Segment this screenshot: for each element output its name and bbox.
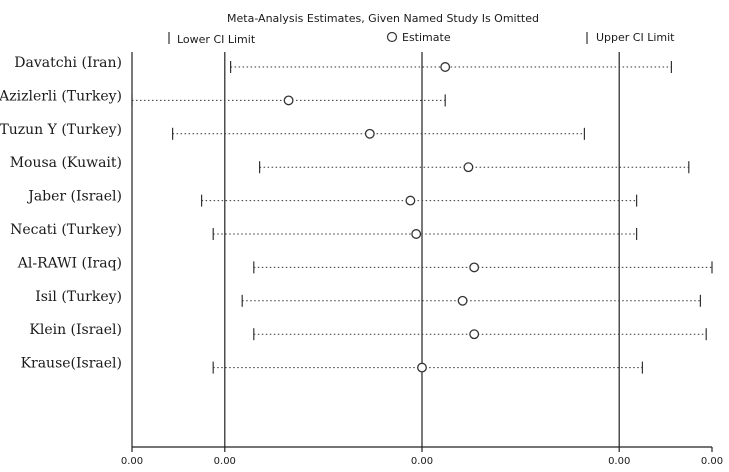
x-tick-label: 0.00 xyxy=(214,456,236,467)
study-label: Azizlerli (Turkey) xyxy=(0,88,122,104)
legend-estimate-label: Estimate xyxy=(402,31,451,44)
estimate-marker xyxy=(463,162,474,173)
study-label: Klein (Israel) xyxy=(29,322,122,338)
study-label: Necati (Turkey) xyxy=(10,222,122,238)
study-row: Tuzun Y (Turkey) xyxy=(0,122,586,140)
study-row: Isil (Turkey) xyxy=(35,289,702,307)
chart-title: Meta-Analysis Estimates, Given Named Stu… xyxy=(227,12,539,25)
study-label: Mousa (Kuwait) xyxy=(10,155,122,171)
study-label: Davatchi (Iran) xyxy=(14,55,122,71)
estimate-marker xyxy=(364,128,375,139)
study-row: Mousa (Kuwait) xyxy=(10,155,690,174)
estimate-marker xyxy=(440,62,451,72)
study-row: Necati (Turkey) xyxy=(10,222,638,240)
reference-lines xyxy=(131,52,620,447)
study-label: Isil (Turkey) xyxy=(35,289,122,305)
study-row: Azizlerli (Turkey) xyxy=(0,88,446,107)
estimate-marker xyxy=(405,195,416,206)
legend-lower-label: Lower CI Limit xyxy=(177,33,256,46)
study-rows: Davatchi (Iran) Azizlerli (Turkey) Tuzun Y… xyxy=(0,55,713,374)
study-label: Tuzun Y (Turkey) xyxy=(0,122,122,138)
estimate-marker xyxy=(469,329,480,340)
legend-upper-label: Upper CI Limit xyxy=(596,31,675,44)
study-row: Al-RAWI (Iraq) xyxy=(17,255,713,274)
estimate-marker xyxy=(469,262,480,273)
x-tick-label: 0.00 xyxy=(701,456,723,467)
x-tick-label: 0.00 xyxy=(121,456,143,467)
x-tick-label: 0.00 xyxy=(411,456,433,467)
estimate-marker xyxy=(411,229,422,239)
estimate-marker xyxy=(283,95,294,106)
estimate-marker xyxy=(457,295,468,306)
x-axis: 0.00 0.00 0.00 0.00 0.00 xyxy=(121,446,723,467)
study-label: Krause(Israel) xyxy=(21,356,122,372)
study-row: Klein (Israel) xyxy=(29,322,707,341)
legend-estimate-marker xyxy=(386,31,398,43)
estimate-marker xyxy=(417,362,427,373)
study-row: Jaber (Israel) xyxy=(26,189,638,207)
study-label: Jaber (Israel) xyxy=(26,189,122,205)
study-row: Krause(Israel) xyxy=(21,356,644,374)
study-row: Davatchi (Iran) xyxy=(14,55,673,73)
legend: Lower CI Limit Estimate Upper CI Limit xyxy=(168,31,675,46)
x-tick-label: 0.00 xyxy=(608,456,630,467)
study-label: Al-RAWI (Iraq) xyxy=(17,255,122,271)
